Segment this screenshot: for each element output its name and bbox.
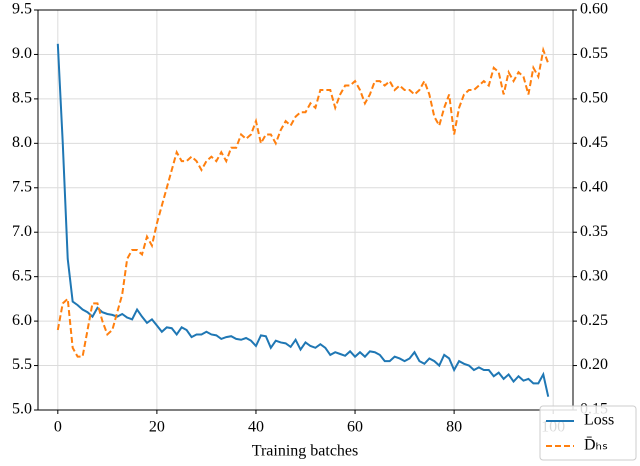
y-tick-label: 5.0	[12, 401, 32, 418]
y-tick-label: 6.5	[12, 267, 32, 284]
legend-label: D̄ₕₛ	[584, 437, 608, 454]
y2-tick-label: 0.50	[580, 90, 608, 107]
y-tick-label: 9.0	[12, 45, 32, 62]
x-tick-label: 0	[54, 419, 62, 436]
y2-tick-label: 0.25	[580, 312, 608, 329]
legend-label: Loss	[584, 412, 614, 429]
x-axis-label: Training batches	[252, 443, 359, 460]
y2-tick-label: 0.45	[580, 134, 608, 151]
data-line	[56, 43, 550, 397]
y-tick-label: 9.5	[12, 1, 32, 18]
y-tick-label: 7.0	[12, 223, 32, 240]
plot-frame	[37, 9, 574, 411]
y-tick-label: 8.0	[12, 134, 32, 151]
y-tick-label: 8.5	[12, 90, 32, 107]
x-tick-label: 60	[347, 419, 363, 436]
y2-tick-label: 0.55	[580, 45, 608, 62]
y-tick-label: 6.0	[12, 312, 32, 329]
y2-tick-label: 0.35	[580, 223, 608, 240]
y2-tick-label: 0.20	[580, 356, 608, 373]
y-tick-label: 5.5	[12, 356, 32, 373]
y2-tick-label: 0.30	[580, 267, 608, 284]
y-tick-label: 7.5	[12, 178, 32, 195]
y2-tick-label: 0.40	[580, 178, 608, 195]
y2-tick-label: 0.60	[580, 1, 608, 18]
x-tick-label: 20	[149, 419, 165, 436]
x-tick-label: 80	[446, 419, 462, 436]
data-line	[56, 46, 550, 358]
x-tick-label: 40	[248, 419, 264, 436]
